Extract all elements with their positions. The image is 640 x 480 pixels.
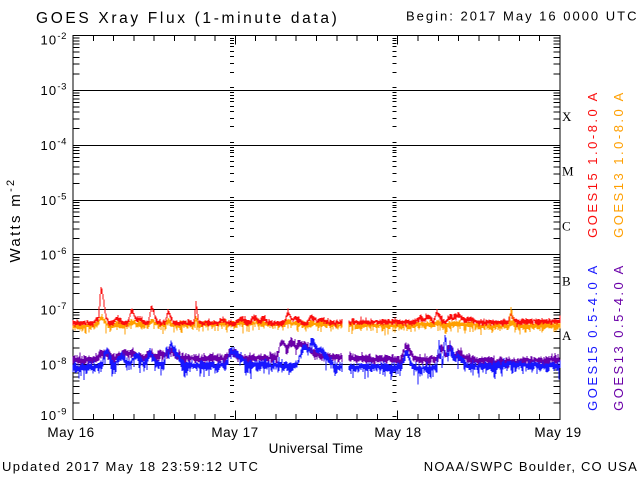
svg-text:GOES Xray Flux (1-minute data): GOES Xray Flux (1-minute data) <box>36 10 339 27</box>
svg-text:Begin: 2017 May 16 0000 UTC: Begin: 2017 May 16 0000 UTC <box>406 9 639 24</box>
svg-text:GOES15 1.0-8.0 A: GOES15 1.0-8.0 A <box>585 90 600 238</box>
svg-text:May 17: May 17 <box>211 425 258 440</box>
svg-text:C: C <box>562 219 571 234</box>
svg-text:GOES13 1.0-8.0 A: GOES13 1.0-8.0 A <box>611 90 626 238</box>
svg-text:NOAA/SWPC Boulder, CO USA: NOAA/SWPC Boulder, CO USA <box>424 459 638 474</box>
svg-text:Updated 2017 May 18 23:59:12 U: Updated 2017 May 18 23:59:12 UTC <box>2 459 259 474</box>
svg-text:GOES13 0.5-4.0 A: GOES13 0.5-4.0 A <box>611 263 626 411</box>
svg-text:May 18: May 18 <box>374 425 421 440</box>
svg-text:X: X <box>562 109 572 124</box>
svg-text:Watts m-2: Watts m-2 <box>5 178 24 263</box>
svg-text:May 16: May 16 <box>47 425 94 440</box>
svg-text:M: M <box>562 164 574 179</box>
svg-text:May 19: May 19 <box>534 425 581 440</box>
svg-text:GOES15 0.5-4.0 A: GOES15 0.5-4.0 A <box>585 263 600 411</box>
svg-text:A: A <box>562 328 572 343</box>
svg-text:B: B <box>562 273 571 288</box>
svg-text:Universal Time: Universal Time <box>269 441 364 456</box>
